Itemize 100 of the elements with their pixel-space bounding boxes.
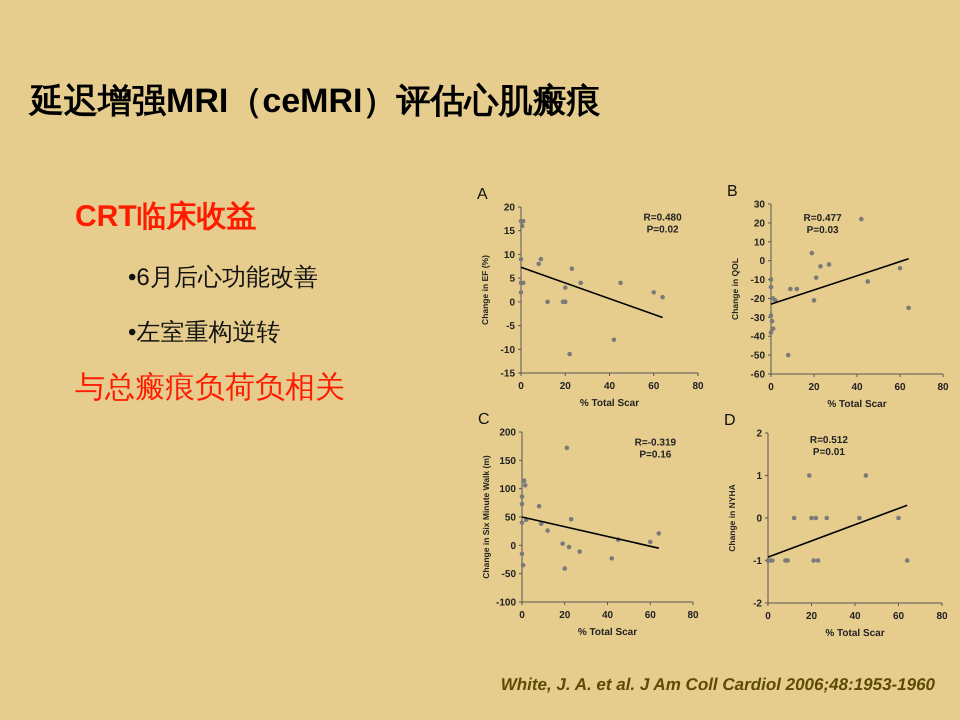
x-tick-label: 0 <box>519 610 526 621</box>
point <box>768 330 774 335</box>
annotation: P=0.01 <box>812 447 846 458</box>
x-tick-label: 0 <box>768 382 774 393</box>
y-tick-label: 10 <box>504 250 516 261</box>
point <box>809 516 814 520</box>
text: 与总瘢痕负荷负相关 <box>75 371 345 404</box>
y-tick-label: 2 <box>756 428 762 440</box>
annotation: R=0.512 <box>810 435 848 446</box>
point <box>768 284 774 290</box>
point <box>567 352 572 356</box>
point <box>520 520 524 525</box>
point <box>857 516 862 520</box>
y-tick-label: 50 <box>504 512 516 524</box>
point <box>545 528 550 533</box>
y-tick-label: -20 <box>750 294 766 305</box>
point <box>545 300 550 304</box>
y-axis-title: Change in QOL <box>730 258 740 320</box>
y-tick-label: -1 <box>753 556 762 567</box>
x-axis-title: % Total Scar <box>580 398 640 409</box>
text: •6月后心功能改善 <box>128 264 318 291</box>
x-tick-label: 40 <box>602 610 614 621</box>
point <box>818 264 823 269</box>
y-axis-title: Change in EF (%) <box>480 254 490 325</box>
text: White, J. A. et al. J Am Coll Cardiol 2006;48:1953-1960 <box>500 675 936 694</box>
y-tick-label: 30 <box>754 200 766 210</box>
text: CRT临床收益 <box>75 199 257 233</box>
point <box>536 504 542 509</box>
y-axis-title: Change in NYHA <box>727 484 737 552</box>
point <box>570 266 574 271</box>
y-tick-label: 150 <box>499 456 516 467</box>
point <box>896 516 901 520</box>
point <box>906 306 911 310</box>
text: •左室重构逆转 <box>128 319 280 346</box>
x-axis-title: % Total Scar <box>578 627 638 638</box>
x-tick-label: 0 <box>518 381 524 392</box>
x-tick-label: 20 <box>806 611 818 622</box>
point <box>568 516 574 522</box>
point <box>824 516 830 520</box>
x-tick-label: 60 <box>894 382 906 393</box>
annotation: R=0.477 <box>804 213 842 224</box>
annotation: P=0.03 <box>806 225 840 236</box>
point <box>566 544 572 550</box>
point <box>648 540 653 544</box>
point <box>538 522 544 526</box>
point <box>536 262 541 266</box>
point <box>612 338 616 342</box>
point <box>770 326 776 331</box>
y-tick-label: 1 <box>756 471 762 482</box>
point <box>560 541 565 546</box>
x-tick-label: 20 <box>559 610 571 621</box>
point <box>562 566 568 571</box>
point <box>520 552 524 556</box>
y-tick-label: -10 <box>750 275 766 286</box>
y-tick-label: -5 <box>506 321 516 332</box>
point <box>826 262 832 267</box>
x-tick-label: 40 <box>604 381 616 392</box>
y-axis-title: Change in Six Minute Walk (m) <box>481 455 491 579</box>
annotation: R=0.480 <box>644 212 682 224</box>
point <box>786 352 790 358</box>
y-tick-label: 15 <box>504 226 516 238</box>
point <box>770 318 774 324</box>
x-tick-label: 60 <box>648 381 660 392</box>
x-axis-title: % Total Scar <box>827 399 887 410</box>
text: 延迟增强MRI（ceMRI）评估心肌瘢痕 <box>28 82 600 120</box>
point <box>814 275 818 280</box>
y-tick-label: -50 <box>502 569 516 580</box>
point <box>522 478 526 484</box>
y-tick-label: -10 <box>500 344 516 356</box>
point <box>792 516 796 520</box>
y-tick-label: 5 <box>509 274 516 285</box>
y-tick-label: -100 <box>496 598 516 608</box>
point <box>816 558 820 563</box>
point <box>768 313 774 318</box>
point <box>618 280 623 286</box>
annotation: P=0.02 <box>646 224 680 236</box>
y-tick-label: -2 <box>753 598 762 610</box>
point <box>864 473 868 478</box>
y-tick-label: 0 <box>756 514 762 524</box>
point <box>520 502 524 506</box>
y-tick-label: -15 <box>500 368 516 380</box>
point <box>538 256 544 262</box>
chart-title: B <box>727 183 738 200</box>
y-tick-label: -30 <box>750 312 766 324</box>
point <box>814 516 818 520</box>
chart-title: D <box>724 412 736 429</box>
x-tick-label: 40 <box>849 611 861 622</box>
y-tick-label: 10 <box>754 237 766 248</box>
x-tick-label: 40 <box>851 382 863 393</box>
point <box>788 286 793 292</box>
x-tick-label: 20 <box>808 382 820 393</box>
point <box>811 558 816 563</box>
x-axis-title: % Total Scar <box>825 628 885 639</box>
y-tick-label: -40 <box>750 332 766 343</box>
x-tick-label: 80 <box>687 610 699 621</box>
point <box>577 549 582 554</box>
point <box>518 290 524 295</box>
x-tick-label: 60 <box>892 611 904 622</box>
x-tick-label: 80 <box>937 382 949 393</box>
point <box>859 216 864 222</box>
